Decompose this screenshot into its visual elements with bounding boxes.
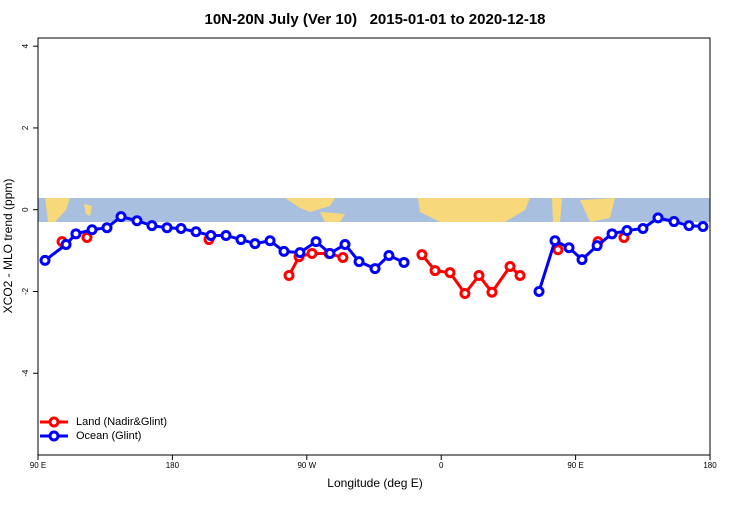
data-point — [533, 285, 545, 297]
data-point — [220, 229, 232, 241]
data-point — [235, 234, 247, 246]
data-point — [86, 224, 98, 236]
map-band — [38, 198, 710, 222]
land-patch — [580, 198, 615, 222]
x-tick-label: 0 — [439, 461, 444, 470]
data-point — [576, 254, 588, 266]
data-point — [621, 225, 633, 237]
x-tick-label: 90 E — [567, 461, 583, 470]
land-patch — [320, 212, 345, 222]
land-patch — [285, 198, 335, 212]
y-tick-label: -2 — [21, 287, 30, 295]
data-point — [429, 265, 441, 277]
data-point — [283, 270, 295, 282]
data-point — [552, 244, 564, 256]
series-line — [537, 216, 704, 292]
data-point — [637, 223, 649, 235]
data-point — [514, 270, 526, 282]
data-point — [115, 211, 127, 223]
data-point — [249, 238, 261, 250]
data-point — [294, 247, 306, 259]
data-point — [504, 261, 516, 273]
data-point — [668, 216, 680, 228]
data-point — [473, 270, 485, 282]
data-point — [459, 288, 471, 300]
data-point — [353, 256, 365, 268]
legend-label: Land (Nadir&Glint) — [76, 416, 167, 428]
legend-marker — [48, 416, 60, 428]
data-point — [383, 249, 395, 261]
legend-label: Ocean (Glint) — [76, 430, 141, 442]
data-point — [606, 228, 618, 240]
data-point — [101, 222, 113, 234]
data-point — [39, 254, 51, 266]
data-point — [306, 247, 318, 259]
data-point — [310, 236, 322, 248]
data-point — [652, 212, 664, 224]
data-point — [264, 235, 276, 247]
x-tick-label: 90 E — [30, 461, 46, 470]
data-point — [563, 242, 575, 254]
data-point — [444, 267, 456, 279]
data-point — [339, 238, 351, 250]
legend-marker — [48, 430, 60, 442]
plot-frame — [37, 37, 711, 456]
land-patch — [45, 198, 70, 222]
data-point — [161, 222, 173, 234]
x-axis-label: Longitude (deg E) — [327, 476, 422, 490]
y-tick-label: 0 — [21, 207, 30, 212]
y-tick-label: -4 — [21, 369, 30, 377]
land-patch — [84, 204, 92, 216]
data-point — [324, 247, 336, 259]
land-patch — [418, 198, 530, 222]
y-axis-label: XCO2 - MLO trend (ppm) — [1, 179, 15, 314]
data-point — [205, 229, 217, 241]
data-point — [70, 228, 82, 240]
x-tick-label: 180 — [166, 461, 180, 470]
data-point — [81, 232, 93, 244]
data-point — [369, 263, 381, 275]
data-point — [591, 240, 603, 252]
data-point — [175, 223, 187, 235]
y-tick-label: 2 — [21, 125, 30, 130]
data-point — [683, 220, 695, 232]
data-point — [486, 286, 498, 298]
x-tick-label: 90 W — [297, 461, 316, 470]
data-point — [190, 226, 202, 238]
data-point — [549, 235, 561, 247]
x-tick-label: 180 — [703, 461, 717, 470]
data-point — [131, 215, 143, 227]
data-point — [337, 252, 349, 264]
data-point — [146, 220, 158, 232]
land-patch — [552, 198, 562, 222]
data-point — [60, 238, 72, 250]
chart-title: 10N-20N July (Ver 10) 2015-01-01 to 2020… — [204, 11, 545, 28]
data-point — [697, 220, 709, 232]
data-point — [398, 256, 410, 268]
y-tick-label: 4 — [21, 43, 30, 48]
data-point — [416, 249, 428, 261]
data-point — [278, 245, 290, 257]
